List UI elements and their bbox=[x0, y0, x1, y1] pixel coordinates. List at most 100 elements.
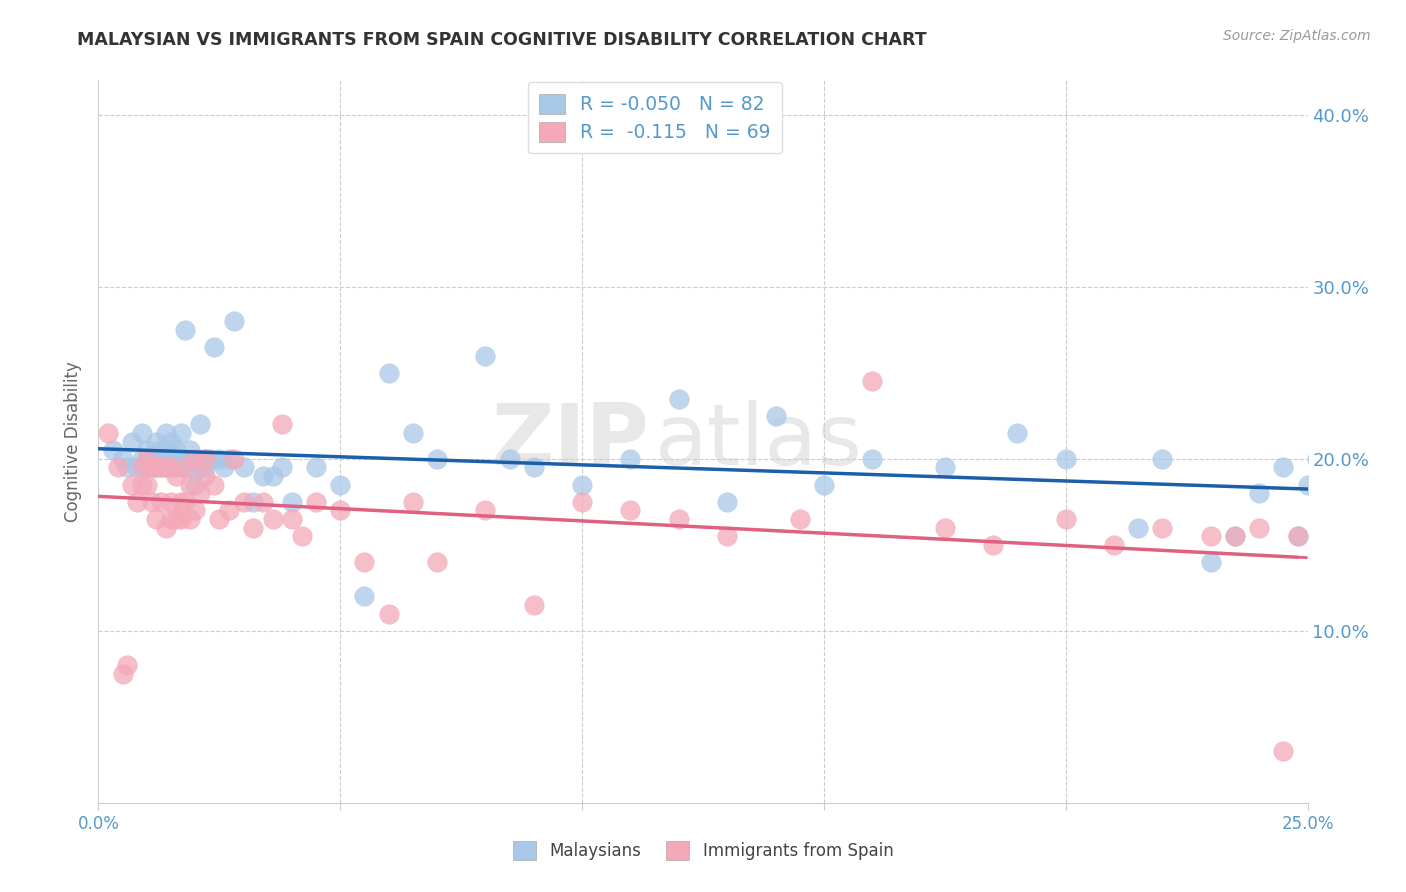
Point bbox=[97, 425, 120, 440]
Point bbox=[1249, 520, 1271, 534]
Point bbox=[194, 451, 217, 466]
Point bbox=[1102, 538, 1125, 552]
Point bbox=[860, 451, 883, 466]
Point bbox=[1286, 529, 1309, 543]
Point bbox=[155, 425, 177, 440]
Point bbox=[281, 512, 304, 526]
Point bbox=[145, 512, 167, 526]
Point bbox=[150, 451, 173, 466]
Point bbox=[218, 451, 240, 466]
Point bbox=[212, 460, 235, 475]
Point bbox=[1249, 486, 1271, 500]
Point bbox=[174, 451, 197, 466]
Point bbox=[252, 469, 274, 483]
Point bbox=[232, 460, 254, 475]
Point bbox=[204, 477, 226, 491]
Point bbox=[222, 451, 245, 466]
Point bbox=[194, 469, 217, 483]
Point bbox=[165, 443, 187, 458]
Point bbox=[271, 460, 294, 475]
Point bbox=[160, 460, 183, 475]
Point bbox=[252, 494, 274, 508]
Point bbox=[127, 460, 149, 475]
Point bbox=[155, 460, 177, 475]
Point bbox=[668, 512, 690, 526]
Point bbox=[1128, 520, 1150, 534]
Text: ZIP: ZIP bbox=[491, 400, 648, 483]
Point bbox=[498, 451, 520, 466]
Point bbox=[194, 451, 217, 466]
Point bbox=[619, 451, 641, 466]
Point bbox=[188, 460, 211, 475]
Point bbox=[121, 477, 143, 491]
Point bbox=[131, 425, 153, 440]
Point bbox=[179, 460, 201, 475]
Point bbox=[155, 460, 177, 475]
Point bbox=[222, 314, 245, 328]
Point bbox=[165, 512, 187, 526]
Point bbox=[305, 494, 328, 508]
Point bbox=[242, 494, 264, 508]
Point bbox=[523, 460, 546, 475]
Legend: Malaysians, Immigrants from Spain: Malaysians, Immigrants from Spain bbox=[506, 835, 900, 867]
Point bbox=[474, 503, 496, 517]
Point bbox=[145, 434, 167, 449]
Point bbox=[402, 425, 425, 440]
Point bbox=[141, 460, 163, 475]
Point bbox=[232, 494, 254, 508]
Point bbox=[165, 469, 187, 483]
Point bbox=[145, 451, 167, 466]
Point bbox=[135, 460, 157, 475]
Point bbox=[184, 477, 207, 491]
Point bbox=[179, 477, 201, 491]
Point bbox=[121, 434, 143, 449]
Point bbox=[174, 494, 197, 508]
Point bbox=[716, 529, 738, 543]
Point bbox=[934, 520, 956, 534]
Point bbox=[160, 451, 183, 466]
Point bbox=[1272, 744, 1295, 758]
Point bbox=[1223, 529, 1246, 543]
Point bbox=[262, 469, 284, 483]
Point bbox=[194, 460, 217, 475]
Point bbox=[813, 477, 835, 491]
Point bbox=[135, 477, 157, 491]
Point bbox=[131, 460, 153, 475]
Point bbox=[1054, 451, 1077, 466]
Point bbox=[145, 460, 167, 475]
Point bbox=[141, 451, 163, 466]
Point bbox=[426, 451, 449, 466]
Point bbox=[169, 494, 191, 508]
Point bbox=[169, 425, 191, 440]
Point bbox=[150, 460, 173, 475]
Point bbox=[155, 520, 177, 534]
Point bbox=[377, 607, 399, 621]
Point bbox=[329, 503, 352, 517]
Point bbox=[179, 451, 201, 466]
Point bbox=[169, 451, 191, 466]
Point bbox=[160, 512, 183, 526]
Point bbox=[117, 658, 139, 673]
Point bbox=[111, 451, 134, 466]
Point bbox=[127, 494, 149, 508]
Point bbox=[117, 460, 139, 475]
Point bbox=[353, 590, 375, 604]
Text: atlas: atlas bbox=[655, 400, 863, 483]
Point bbox=[1199, 555, 1222, 569]
Point bbox=[198, 451, 221, 466]
Point bbox=[305, 460, 328, 475]
Point bbox=[135, 451, 157, 466]
Point bbox=[174, 460, 197, 475]
Point bbox=[188, 417, 211, 432]
Point bbox=[111, 666, 134, 681]
Point bbox=[981, 538, 1004, 552]
Point bbox=[155, 451, 177, 466]
Point bbox=[716, 494, 738, 508]
Point bbox=[1199, 529, 1222, 543]
Point bbox=[1223, 529, 1246, 543]
Point bbox=[208, 512, 231, 526]
Point bbox=[1306, 451, 1329, 466]
Point bbox=[860, 375, 883, 389]
Point bbox=[179, 443, 201, 458]
Point bbox=[353, 555, 375, 569]
